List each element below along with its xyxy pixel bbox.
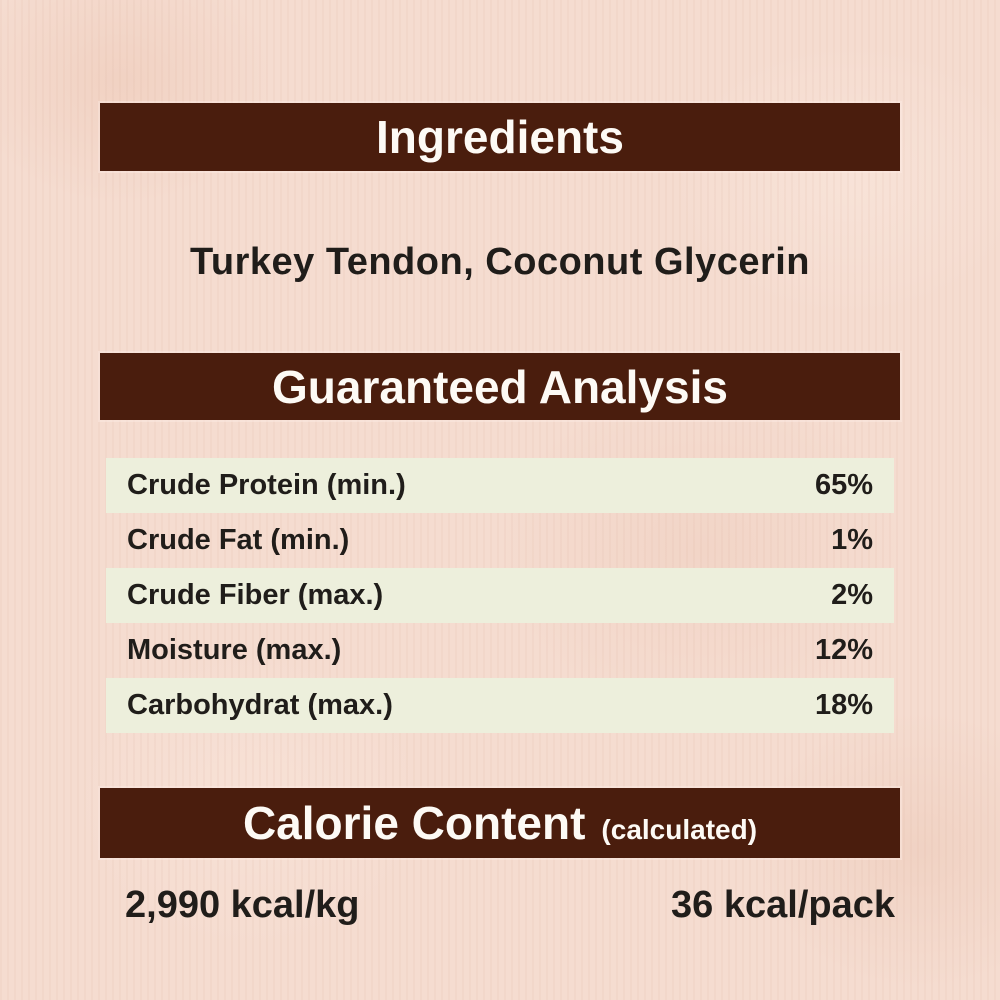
ingredients-header-title: Ingredients bbox=[376, 111, 624, 163]
calorie-content-header-title: Calorie Content bbox=[242, 797, 586, 849]
guaranteed-analysis-table: Crude Protein (min.) 65% Crude Fat (min.… bbox=[106, 458, 894, 733]
guaranteed-analysis-header-bar: Guaranteed Analysis bbox=[100, 353, 900, 420]
analysis-value: 65% bbox=[814, 469, 873, 501]
analysis-value: 12% bbox=[814, 634, 873, 666]
analysis-value: 18% bbox=[814, 689, 873, 721]
analysis-label: Crude Fiber (max.) bbox=[127, 579, 384, 611]
calorie-content-header-bar: Calorie Content (calculated) bbox=[100, 788, 900, 858]
analysis-row-moisture: Moisture (max.) 12% bbox=[106, 623, 894, 678]
analysis-value: 2% bbox=[831, 579, 873, 611]
analysis-label: Moisture (max.) bbox=[127, 634, 342, 666]
analysis-label: Crude Protein (min.) bbox=[127, 469, 406, 501]
analysis-label: Crude Fat (min.) bbox=[127, 524, 350, 556]
calorie-content-qualifier: (calculated) bbox=[601, 814, 758, 845]
ingredients-header-bar: Ingredients bbox=[100, 103, 900, 171]
calorie-per-pack: 36 kcal/pack bbox=[671, 884, 895, 926]
analysis-label: Carbohydrat (max.) bbox=[127, 689, 393, 721]
calorie-values-row: 2,990 kcal/kg 36 kcal/pack bbox=[125, 884, 895, 927]
analysis-row-carbohydrat: Carbohydrat (max.) 18% bbox=[106, 678, 894, 733]
analysis-value: 1% bbox=[831, 524, 873, 556]
calorie-per-kg: 2,990 kcal/kg bbox=[125, 884, 360, 926]
analysis-row-crude-protein: Crude Protein (min.) 65% bbox=[106, 458, 894, 513]
analysis-row-crude-fiber: Crude Fiber (max.) 2% bbox=[106, 568, 894, 623]
ingredients-list: Turkey Tendon, Coconut Glycerin bbox=[189, 241, 811, 283]
guaranteed-analysis-header-title: Guaranteed Analysis bbox=[272, 360, 728, 413]
analysis-row-crude-fat: Crude Fat (min.) 1% bbox=[106, 513, 894, 568]
